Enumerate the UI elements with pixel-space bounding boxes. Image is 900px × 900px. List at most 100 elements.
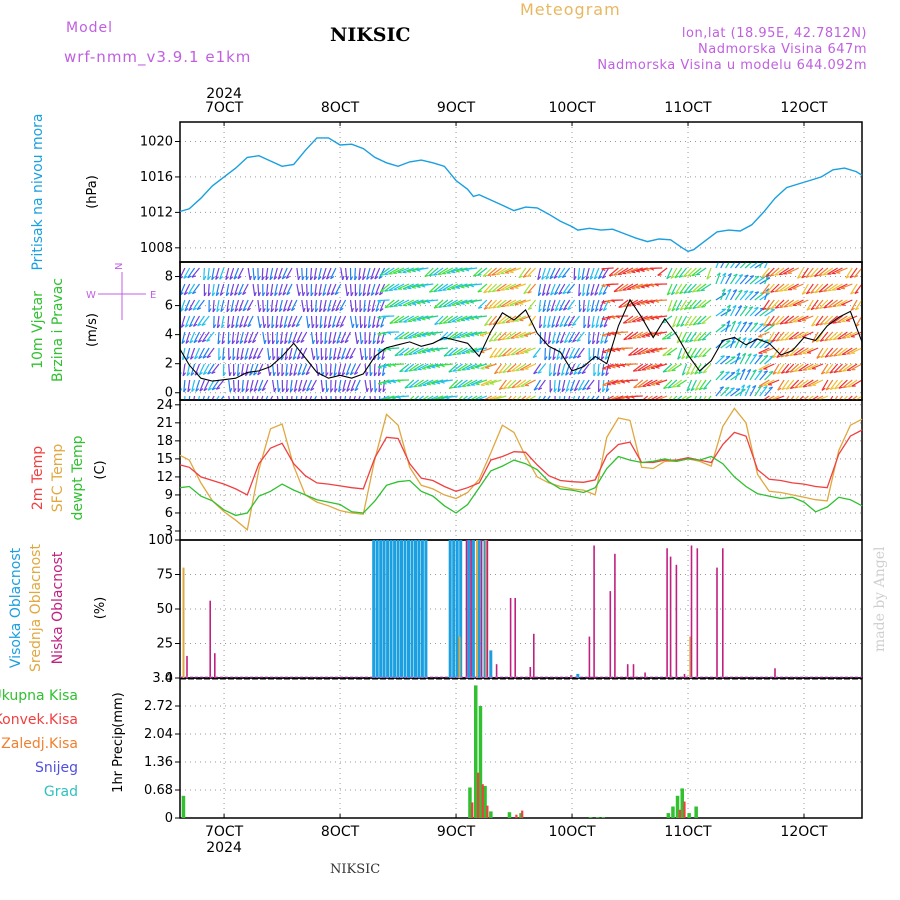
wind-arrow bbox=[778, 267, 790, 276]
wind-arrow-head bbox=[686, 388, 691, 392]
wind-arrow bbox=[763, 379, 775, 386]
wind-arrow bbox=[237, 363, 240, 377]
wind-arrow bbox=[581, 395, 585, 400]
wind-arrow-head bbox=[426, 383, 431, 386]
wind-arrow bbox=[192, 315, 201, 327]
wind-arrow-head bbox=[733, 273, 738, 277]
wind-arrow bbox=[683, 395, 692, 400]
wind-arrow bbox=[754, 323, 764, 333]
wind-arrow bbox=[842, 395, 848, 400]
wind-arrow-head bbox=[267, 340, 271, 345]
wind-arrow-head bbox=[369, 372, 373, 377]
wind-arrow bbox=[590, 299, 595, 312]
wind-arrow-head bbox=[561, 372, 565, 376]
wind-arrow-head bbox=[185, 340, 190, 344]
wind-arrow-head bbox=[738, 273, 743, 277]
cloud-low-bar bbox=[588, 636, 591, 678]
wind-arrow-head bbox=[506, 354, 511, 356]
wind-arrow bbox=[563, 315, 571, 327]
station-elevation: Nadmorska Visina 647m bbox=[698, 42, 867, 57]
wind-arrow bbox=[851, 379, 862, 387]
wind-arrow-head bbox=[325, 372, 329, 377]
wind-arrow bbox=[772, 347, 780, 359]
wind-arrow bbox=[211, 363, 220, 374]
wind-arrow bbox=[412, 299, 424, 305]
wind-arrow bbox=[729, 289, 738, 301]
wind-arrow-head bbox=[429, 290, 434, 293]
wind-arrow bbox=[507, 395, 512, 400]
wind-arrow-head bbox=[688, 323, 693, 327]
wind-arrow bbox=[489, 347, 498, 359]
wind-arrow-head bbox=[736, 352, 741, 356]
wind-arrow bbox=[329, 347, 332, 360]
wind-arrow-head bbox=[345, 372, 350, 376]
wind-arrow-head bbox=[470, 367, 475, 370]
wind-arrow bbox=[382, 395, 395, 400]
wind-arrow-head bbox=[533, 387, 538, 391]
wind-arrow bbox=[542, 395, 546, 400]
wind-arrow-head bbox=[845, 275, 850, 279]
wind-arrow-head bbox=[261, 276, 265, 281]
wind-arrow bbox=[451, 299, 463, 306]
wind-arrow bbox=[688, 299, 697, 310]
wind-arrow-head bbox=[370, 388, 374, 393]
wind-arrow bbox=[358, 283, 361, 297]
wind-arrow bbox=[594, 283, 600, 296]
wind-arrow-head bbox=[465, 285, 470, 288]
wind-arrow-head bbox=[341, 372, 346, 376]
wind-arrow bbox=[829, 395, 834, 400]
wind-arrow-head bbox=[611, 333, 616, 336]
wind-arrow-head bbox=[546, 292, 550, 296]
wind-arrow bbox=[675, 315, 683, 328]
wind-arrow bbox=[257, 363, 264, 376]
wind-arrow bbox=[586, 395, 590, 400]
wind-arrow-head bbox=[377, 383, 383, 385]
ytick-label: 18 bbox=[156, 434, 173, 449]
wind-arrow-head bbox=[585, 276, 590, 281]
wind-arrow bbox=[354, 315, 358, 328]
wind-arrow-head bbox=[702, 354, 707, 358]
wind-arrow-head bbox=[301, 372, 306, 376]
wind-arrow-head bbox=[537, 276, 541, 281]
wind-arrow bbox=[562, 283, 571, 295]
wind-arrow-head bbox=[829, 371, 834, 374]
wind-arrow bbox=[413, 379, 424, 388]
wind-arrow bbox=[336, 347, 342, 360]
wind-arrow-head bbox=[554, 291, 559, 296]
wind-arrow-head bbox=[382, 388, 386, 393]
wind-arrow bbox=[759, 339, 769, 349]
wind-arrow-head bbox=[375, 292, 379, 296]
ytick-label: 3 bbox=[165, 524, 173, 539]
wind-arrow bbox=[766, 299, 775, 310]
wind-arrow bbox=[440, 379, 453, 383]
cloud-low-bar bbox=[722, 548, 724, 678]
wind-arrow-head bbox=[503, 387, 508, 390]
wind-arrow bbox=[183, 379, 186, 393]
wind-arrow bbox=[853, 267, 862, 278]
wind-arrow-head bbox=[597, 388, 602, 393]
wind-arrow bbox=[514, 331, 527, 338]
wind-arrow bbox=[758, 331, 770, 338]
wind-arrow bbox=[276, 395, 279, 400]
wind-arrow-head bbox=[465, 351, 471, 354]
wind-arrow bbox=[260, 395, 264, 400]
wind-arrow bbox=[547, 315, 551, 328]
wind-arrow bbox=[339, 315, 347, 328]
wind-arrow-head bbox=[327, 324, 332, 329]
cloud-high-bar bbox=[375, 540, 379, 678]
wind-arrow bbox=[475, 379, 488, 385]
wind-arrow bbox=[515, 379, 527, 388]
wind-arrow bbox=[229, 283, 235, 296]
wind-arrow-head bbox=[736, 388, 741, 390]
wind-arrow bbox=[565, 379, 571, 392]
wind-arrow bbox=[408, 363, 420, 372]
wind-arrow bbox=[334, 379, 337, 393]
wind-arrow bbox=[364, 379, 368, 392]
wind-arrow bbox=[181, 331, 186, 344]
wind-arrow-head bbox=[491, 273, 496, 276]
wind-arrow-head bbox=[377, 300, 382, 303]
wind-arrow bbox=[320, 395, 323, 400]
wind-arrow-head bbox=[438, 289, 443, 292]
wind-arrow bbox=[691, 267, 702, 277]
wind-arrow bbox=[590, 283, 595, 296]
